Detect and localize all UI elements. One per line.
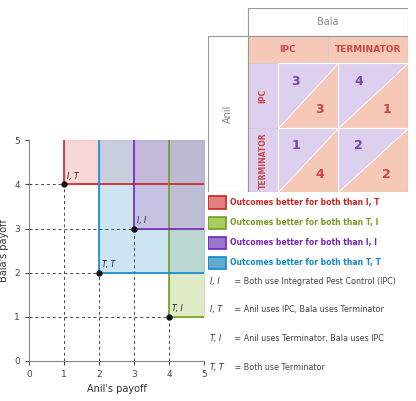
Bar: [328, 36, 408, 63]
Text: Outcomes better for both than I, T: Outcomes better for both than I, T: [230, 198, 379, 207]
Text: 3: 3: [315, 103, 324, 116]
Text: 2: 2: [382, 168, 391, 181]
Text: = Anil uses Terminator, Bala uses IPC: = Anil uses Terminator, Bala uses IPC: [232, 334, 384, 343]
Text: = Anil uses IPC, Bala uses Terminator: = Anil uses IPC, Bala uses Terminator: [232, 306, 384, 314]
Text: T, T: T, T: [210, 363, 224, 372]
Polygon shape: [278, 63, 338, 128]
X-axis label: Anil's payoff: Anil's payoff: [87, 385, 146, 395]
Bar: [248, 128, 278, 192]
Text: T, T: T, T: [102, 260, 115, 269]
Bar: [338, 63, 408, 128]
Bar: [338, 128, 408, 192]
Text: 3: 3: [292, 75, 300, 88]
Polygon shape: [278, 128, 338, 192]
Y-axis label: Bala's payoff: Bala's payoff: [0, 219, 9, 282]
FancyBboxPatch shape: [208, 196, 226, 209]
Bar: [278, 63, 338, 128]
Text: Outcomes better for both than I, I: Outcomes better for both than I, I: [230, 238, 377, 247]
Text: IPC: IPC: [280, 45, 296, 54]
Bar: [248, 36, 408, 192]
Text: I, I: I, I: [137, 216, 146, 225]
Text: I, T: I, T: [67, 172, 79, 181]
Text: 4: 4: [315, 168, 324, 181]
Polygon shape: [338, 128, 408, 192]
Text: I, I: I, I: [210, 277, 220, 286]
Text: T, I: T, I: [172, 304, 183, 313]
Text: TERMINATOR: TERMINATOR: [258, 132, 267, 188]
Text: = Both use Integrated Pest Control (IPC): = Both use Integrated Pest Control (IPC): [232, 277, 396, 286]
Bar: [248, 63, 278, 128]
Text: Outcomes better for both than T, T: Outcomes better for both than T, T: [230, 258, 381, 267]
Bar: [208, 36, 248, 192]
Text: 1: 1: [292, 140, 300, 152]
Bar: [248, 8, 408, 36]
Text: 2: 2: [354, 140, 363, 152]
FancyBboxPatch shape: [208, 257, 226, 269]
Polygon shape: [338, 63, 408, 128]
Polygon shape: [278, 128, 338, 192]
Polygon shape: [278, 63, 338, 128]
Text: 1: 1: [382, 103, 391, 116]
Text: TERMINATOR: TERMINATOR: [334, 45, 401, 54]
FancyBboxPatch shape: [208, 217, 226, 229]
Text: T, I: T, I: [210, 334, 221, 343]
Text: IPC: IPC: [258, 89, 267, 103]
Text: I, T: I, T: [210, 306, 222, 314]
Bar: [248, 36, 328, 63]
Polygon shape: [338, 63, 408, 128]
FancyBboxPatch shape: [208, 237, 226, 249]
Bar: [278, 128, 338, 192]
Polygon shape: [338, 128, 408, 192]
Text: Outcomes better for both than T, I: Outcomes better for both than T, I: [230, 218, 378, 227]
Text: Bala: Bala: [317, 17, 339, 27]
Text: 4: 4: [354, 75, 363, 88]
Text: Anil: Anil: [223, 105, 233, 123]
Text: = Both use Terminator: = Both use Terminator: [232, 363, 325, 372]
